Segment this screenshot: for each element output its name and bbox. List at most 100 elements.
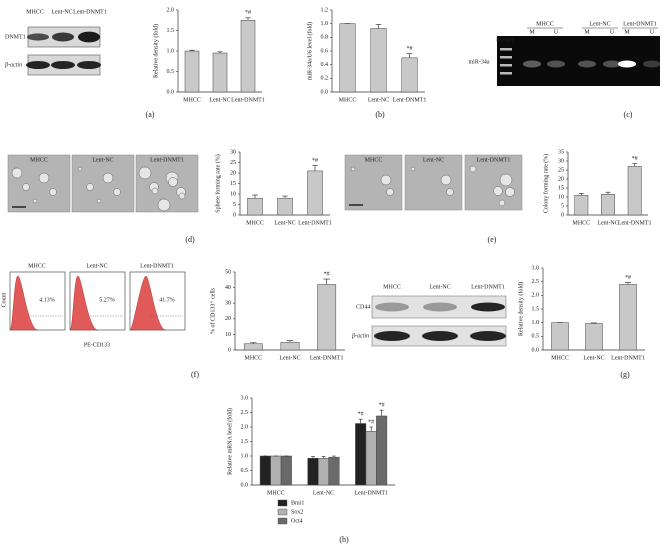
y-tick-label: 1.5 [532, 306, 540, 312]
histogram [129, 275, 167, 331]
y-tick-label: 0.5 [167, 69, 175, 75]
cell [22, 183, 30, 191]
label: β-actin [351, 333, 369, 339]
label: Lent-NC [423, 157, 444, 163]
annotation: *# [625, 275, 631, 281]
label: DNMT1 [5, 34, 26, 40]
x-tick-label: MHCC [244, 355, 262, 361]
legend-swatch [277, 517, 288, 525]
cell [113, 188, 121, 196]
band [51, 61, 75, 69]
band [375, 302, 409, 312]
bar [318, 458, 329, 486]
band [52, 32, 74, 42]
y-tick-label: 25 [230, 160, 236, 166]
cell [77, 166, 83, 172]
y-tick-label: 35 [558, 149, 564, 155]
label: β-actin [4, 62, 22, 68]
cell [493, 186, 503, 196]
y-axis-label: Relative density (fold) [152, 24, 159, 78]
label: Lent-DNMT1 [471, 284, 505, 290]
y-tick-label: 20 [225, 316, 231, 322]
cell [469, 165, 477, 173]
x-tick-label: MHCC [339, 97, 357, 103]
error-bar [406, 53, 413, 58]
y-axis-label: Sphere forming rate (%) [214, 154, 221, 212]
y-tick-label: 40 [225, 285, 231, 291]
error-bar [321, 456, 326, 459]
y-tick-label: 0.5 [532, 334, 540, 340]
cell [410, 166, 416, 172]
error-bar [332, 455, 336, 458]
error-bar [250, 342, 257, 344]
y-tick-label: 1.5 [167, 28, 175, 34]
y-tick-label: 0.0 [241, 482, 249, 488]
bar [307, 458, 319, 486]
label: M [584, 29, 590, 35]
cell [446, 188, 454, 196]
bar [259, 455, 271, 486]
legend-label: Sox2 [291, 509, 303, 515]
bar [240, 20, 256, 93]
legend-label: Oct4 [291, 518, 303, 524]
x-tick-label: Lent-NC [368, 97, 389, 103]
y-tick-label: 0.0 [167, 89, 175, 95]
annotation: *# [632, 156, 638, 162]
band [422, 331, 458, 341]
bar [280, 341, 300, 351]
x-tick-label: MHCC [183, 97, 201, 103]
error-bar [217, 51, 223, 54]
panel-label: (e) [488, 235, 497, 244]
bar [551, 322, 569, 351]
cell [151, 187, 159, 195]
error-bar [323, 278, 330, 285]
error-bar [189, 49, 195, 51]
x-tick-label: MHCC [267, 490, 285, 496]
label: MHCC [536, 21, 554, 27]
y-tick-label: 5 [233, 202, 236, 208]
y-tick-label: 10 [225, 332, 231, 338]
label: PE-CD133 [84, 342, 110, 348]
cell [38, 172, 50, 184]
cell [498, 199, 506, 207]
label: Lent-NC [92, 157, 113, 163]
y-tick-label: 20 [558, 176, 564, 182]
band [77, 61, 101, 69]
bar [619, 284, 637, 351]
panel-label: (h) [339, 535, 349, 544]
y-tick-label: 2.5 [532, 279, 540, 285]
y-tick-label: 15 [230, 181, 236, 187]
x-tick-label: MHCC [551, 355, 569, 361]
band [423, 302, 457, 312]
x-tick-label: Lent-DNMT1 [393, 97, 427, 103]
cell [102, 172, 114, 184]
label: Count [1, 292, 7, 307]
x-tick-label: MHCC [246, 220, 264, 226]
y-tick-label: 0 [228, 347, 231, 353]
label: MHCC [26, 9, 44, 15]
x-tick-label: Lent-DNMT1 [611, 355, 645, 361]
label: U [610, 29, 615, 35]
band [523, 60, 541, 68]
label: M [624, 29, 630, 35]
error-bar [358, 418, 363, 424]
cell [380, 174, 392, 186]
bar [601, 194, 615, 216]
y-tick-label: 0.0 [321, 89, 329, 95]
y-axis-label: Relative density (fold) [517, 282, 524, 336]
y-tick-label: 0.5 [241, 468, 249, 474]
annotation: *# [407, 46, 413, 52]
y-tick-label: 1.5 [241, 439, 249, 445]
micrograph [71, 154, 135, 213]
label: Lent-DNMT1 [140, 263, 174, 269]
error-bar [590, 322, 598, 324]
bar [247, 197, 263, 216]
y-tick-label: 0.4 [321, 62, 329, 68]
x-tick-label: Lent-DNMT1 [298, 220, 332, 226]
label: Marker [496, 37, 514, 43]
y-tick-label: 3.0 [532, 265, 540, 271]
y-axis-label: miR-34a/U6 level (fold) [306, 22, 313, 80]
label: (c) [624, 110, 633, 119]
label: Lent-DNMT1 [623, 21, 657, 27]
label: Lent-NC [589, 21, 610, 27]
